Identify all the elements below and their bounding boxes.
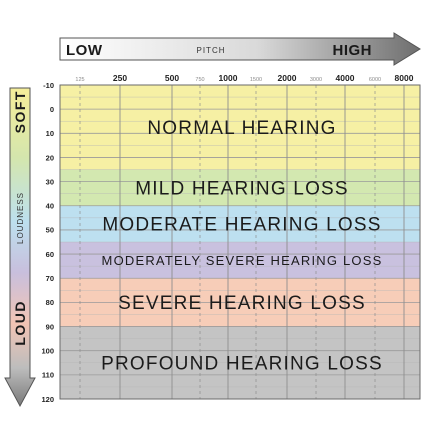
y-tick-50: 50: [46, 226, 54, 235]
x-tick-2000: 2000: [278, 73, 297, 83]
pitch-low-label: LOW: [66, 42, 103, 59]
band-label-1: MILD HEARING LOSS: [135, 178, 349, 199]
y-tick-60: 60: [46, 250, 54, 259]
y-tick-0: 0: [50, 105, 54, 114]
x-tick-8000: 8000: [395, 73, 414, 83]
y-tick-100: 100: [41, 346, 54, 355]
x-tick-750: 750: [195, 77, 204, 83]
pitch-mid-label: PITCH: [197, 46, 226, 55]
pitch-high-label: HIGH: [333, 42, 373, 59]
y-tick-120: 120: [41, 395, 54, 404]
pitch-arrow-shape: [59, 32, 421, 66]
y-tick-30: 30: [46, 177, 54, 186]
band-label-2: MODERATE HEARING LOSS: [102, 215, 381, 236]
y-tick-80: 80: [46, 298, 54, 307]
x-tick-1000: 1000: [219, 73, 238, 83]
pitch-arrow: LOW PITCH HIGH: [59, 32, 421, 66]
x-tick-125: 125: [75, 77, 84, 83]
x-tick-500: 500: [165, 73, 179, 83]
y-tick-70: 70: [46, 274, 54, 283]
x-tick-1500: 1500: [250, 77, 262, 83]
y-tick-90: 90: [46, 322, 54, 331]
x-tick-6000: 6000: [369, 77, 381, 83]
plot-frame: [59, 84, 421, 400]
band-label-5: PROFOUND HEARING LOSS: [101, 354, 383, 375]
x-tick-3000: 3000: [310, 77, 322, 83]
y-tick--10: -10: [43, 81, 54, 90]
loudness-arrow: SOFT LOUDNESS LOUD: [4, 87, 36, 408]
band-label-4: SEVERE HEARING LOSS: [118, 293, 366, 314]
x-tick-4000: 4000: [336, 73, 355, 83]
y-tick-20: 20: [46, 153, 54, 162]
loudness-loud-label: LOUD: [12, 300, 28, 346]
y-tick-110: 110: [42, 371, 54, 380]
loudness-soft-label: SOFT: [12, 90, 28, 133]
loudness-arrow-shape: [4, 87, 36, 408]
y-tick-40: 40: [46, 202, 54, 211]
x-tick-250: 250: [113, 73, 127, 83]
y-tick-10: 10: [46, 129, 54, 138]
loudness-mid-label: LOUDNESS: [16, 192, 25, 244]
band-label-3: MODERATELY SEVERE HEARING LOSS: [102, 253, 383, 268]
band-label-0: NORMAL HEARING: [147, 118, 336, 139]
